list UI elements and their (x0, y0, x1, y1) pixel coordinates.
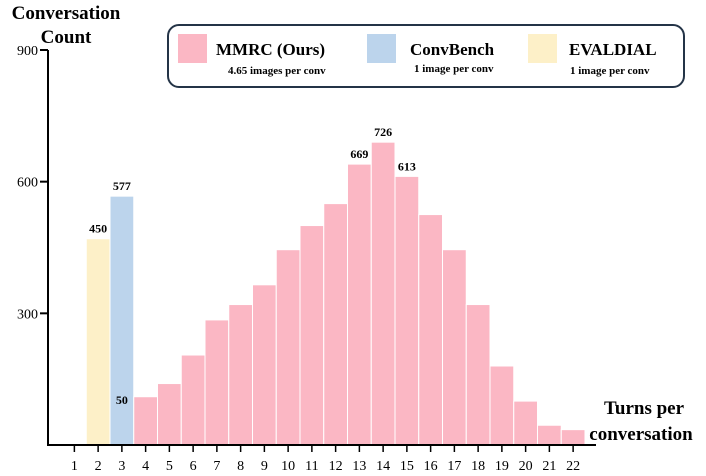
x-tick-label-8: 8 (237, 459, 244, 474)
legend: MMRC (Ours) 4.65 images per conv ConvBen… (167, 24, 685, 88)
x-tick-label-7: 7 (213, 459, 220, 474)
x-tick-label-3: 3 (118, 459, 125, 474)
x-tick-label-14: 14 (376, 459, 390, 474)
bar-mmrc-ours-turn-6 (180, 354, 206, 446)
legend-label-mmrc: MMRC (Ours) (216, 40, 325, 59)
x-tick-label-18: 18 (471, 459, 485, 474)
data-label-evaldial-turn-2: 450 (89, 222, 107, 236)
y-axis-title-line1: Conversation (12, 3, 121, 24)
legend-label-evaldial: EVALDIAL (569, 40, 657, 59)
bar-mmrc-ours-turn-16 (418, 214, 443, 446)
x-tick-label-20: 20 (519, 459, 533, 474)
x-tick-label-1: 1 (71, 459, 78, 474)
y-tick-label-600: 600 (17, 176, 38, 191)
data-label-evaldial-turn-3: 50 (116, 393, 128, 407)
y-tick-label-900: 900 (17, 44, 38, 59)
y-tick-label-300: 300 (17, 307, 38, 322)
x-tick-label-4: 4 (142, 459, 149, 474)
x-tick-label-17: 17 (447, 459, 461, 474)
legend-swatch-mmrc (178, 34, 207, 63)
bar-mmrc-ours-turn-20 (513, 400, 538, 446)
x-axis-title-line1: Turns per (604, 398, 685, 419)
bar-mmrc-ours-turn-13 (347, 163, 372, 446)
bar-mmrc-ours-turn-22 (560, 429, 586, 446)
x-tick-label-9: 9 (261, 459, 268, 474)
bar-mmrc-ours-turn-12 (323, 203, 348, 446)
x-tick-label-19: 19 (495, 459, 509, 474)
bar-mmrc-ours-turn-17 (442, 249, 467, 446)
x-tick-label-21: 21 (542, 459, 556, 474)
legend-swatch-evaldial (528, 34, 557, 63)
x-tick-label-22: 22 (566, 459, 580, 474)
legend-sub-convbench: 1 image per conv (414, 63, 494, 75)
bar-mmrc-ours-turn-8 (228, 304, 253, 446)
x-ticks-group: 1 2 3 4 5 6 7 8 9 10 11 12 13 14 15 16 17 18 19 20 21 22 (71, 445, 580, 474)
bar-evaldial-turn-2 (85, 238, 111, 446)
data-label-convbench-turn-3: 577 (113, 179, 131, 193)
data-label-mmrc-ours-turn-15: 613 (398, 159, 416, 173)
y-ticks-group: 300 600 900 (17, 44, 48, 322)
x-tick-label-12: 12 (329, 459, 343, 474)
bar-mmrc-ours-turn-14 (370, 141, 396, 446)
x-tick-label-10: 10 (281, 459, 295, 474)
x-tick-label-15: 15 (400, 459, 414, 474)
y-axis-title-line2: Count (41, 27, 92, 48)
legend-sub-evaldial: 1 image per conv (570, 65, 650, 77)
x-tick-label-2: 2 (95, 459, 102, 474)
data-label-mmrc-ours-turn-14: 726 (374, 125, 392, 139)
bar-mmrc-ours-turn-15 (394, 175, 420, 446)
x-tick-label-11: 11 (305, 459, 318, 474)
bar-mmrc-ours-turn-11 (299, 225, 325, 446)
bar-mmrc-ours-turn-19 (489, 365, 515, 446)
legend-swatch-convbench (367, 34, 396, 63)
bar-mmrc-ours-turn-9 (252, 284, 277, 446)
bar-convbench-turn-3 (109, 195, 135, 446)
x-axis-title-line2: conversation (589, 424, 693, 445)
bar-mmrc-ours-turn-4 (133, 396, 158, 446)
bar-mmrc-ours-turn-10 (275, 249, 301, 446)
bar-mmrc-ours-turn-18 (465, 304, 491, 446)
bar-mmrc-ours-turn-5 (157, 383, 182, 446)
legend-label-convbench: ConvBench (410, 40, 495, 59)
bar-mmrc-ours-turn-21 (537, 424, 562, 446)
bars-group (85, 141, 586, 446)
bar-mmrc-ours-turn-7 (204, 319, 230, 446)
legend-sub-mmrc: 4.65 images per conv (228, 65, 326, 77)
x-tick-label-6: 6 (190, 459, 197, 474)
data-labels-group: 450 577 50 669 726 613 (89, 125, 416, 407)
x-tick-label-16: 16 (424, 459, 438, 474)
data-label-mmrc-ours-turn-13: 669 (350, 147, 368, 161)
x-tick-label-5: 5 (166, 459, 173, 474)
x-tick-label-13: 13 (352, 459, 366, 474)
